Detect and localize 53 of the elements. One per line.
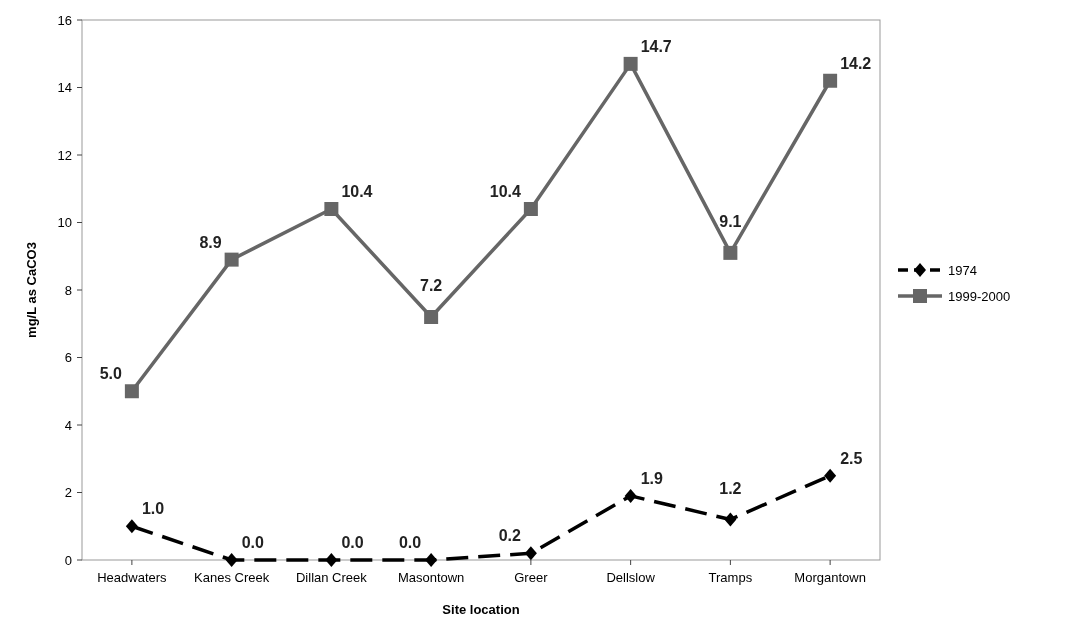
data-label: 0.0 — [341, 534, 364, 551]
point — [125, 519, 138, 534]
data-label: 5.0 — [99, 365, 122, 383]
point — [623, 56, 638, 71]
y-axis-title: mg/L as CaCO3 — [24, 242, 39, 338]
data-label: 9.1 — [719, 212, 742, 230]
point — [225, 553, 238, 567]
y-tick-label: 6 — [64, 350, 72, 366]
x-tick-label: Morgantown — [794, 570, 866, 585]
point — [724, 512, 737, 527]
point — [723, 245, 738, 260]
y-tick-label: 0 — [64, 552, 72, 568]
point — [124, 384, 139, 399]
x-tick-label: Dillan Creek — [295, 570, 368, 585]
data-label: 0.0 — [398, 534, 422, 551]
data-label: 14.2 — [840, 54, 872, 72]
x-tick-label: Tramps — [708, 570, 753, 585]
point — [425, 553, 438, 567]
y-tick-label: 2 — [64, 485, 72, 501]
x-tick-label: Greer — [514, 570, 549, 585]
x-axis-title: Site location — [442, 602, 520, 617]
x-tick-label: Kanes Creek — [194, 570, 270, 585]
data-label: 14.7 — [640, 37, 672, 55]
legend-label: 1974 — [948, 262, 977, 278]
point — [524, 546, 537, 561]
data-label: 1.2 — [719, 479, 742, 497]
data-label: 1.9 — [640, 469, 663, 487]
data-label: 1.0 — [141, 500, 165, 518]
data-label: 0.0 — [241, 534, 264, 551]
point — [523, 202, 538, 216]
data-label: 7.2 — [420, 277, 443, 294]
data-label: 8.9 — [199, 233, 222, 251]
data-label: 2.5 — [840, 449, 863, 467]
point — [824, 468, 837, 483]
point — [325, 553, 338, 567]
y-tick-label: 8 — [64, 282, 72, 298]
point — [624, 488, 637, 503]
legend-label: 1999-2000 — [948, 288, 1011, 304]
point — [424, 310, 439, 324]
x-tick-label: Headwaters — [97, 570, 168, 585]
x-tick-label: Dellslow — [606, 570, 656, 585]
y-tick-label: 14 — [57, 80, 72, 96]
y-tick-label: 12 — [57, 147, 72, 163]
point — [823, 73, 838, 88]
y-tick-label: 4 — [64, 417, 72, 433]
data-label: 10.4 — [341, 183, 373, 200]
x-tick-label: Masontown — [397, 570, 465, 585]
y-tick-label: 10 — [57, 215, 72, 231]
y-tick-label: 16 — [57, 12, 72, 28]
point — [224, 252, 239, 267]
point — [324, 202, 339, 216]
data-label: 0.2 — [498, 527, 521, 545]
data-label: 10.4 — [489, 183, 521, 200]
